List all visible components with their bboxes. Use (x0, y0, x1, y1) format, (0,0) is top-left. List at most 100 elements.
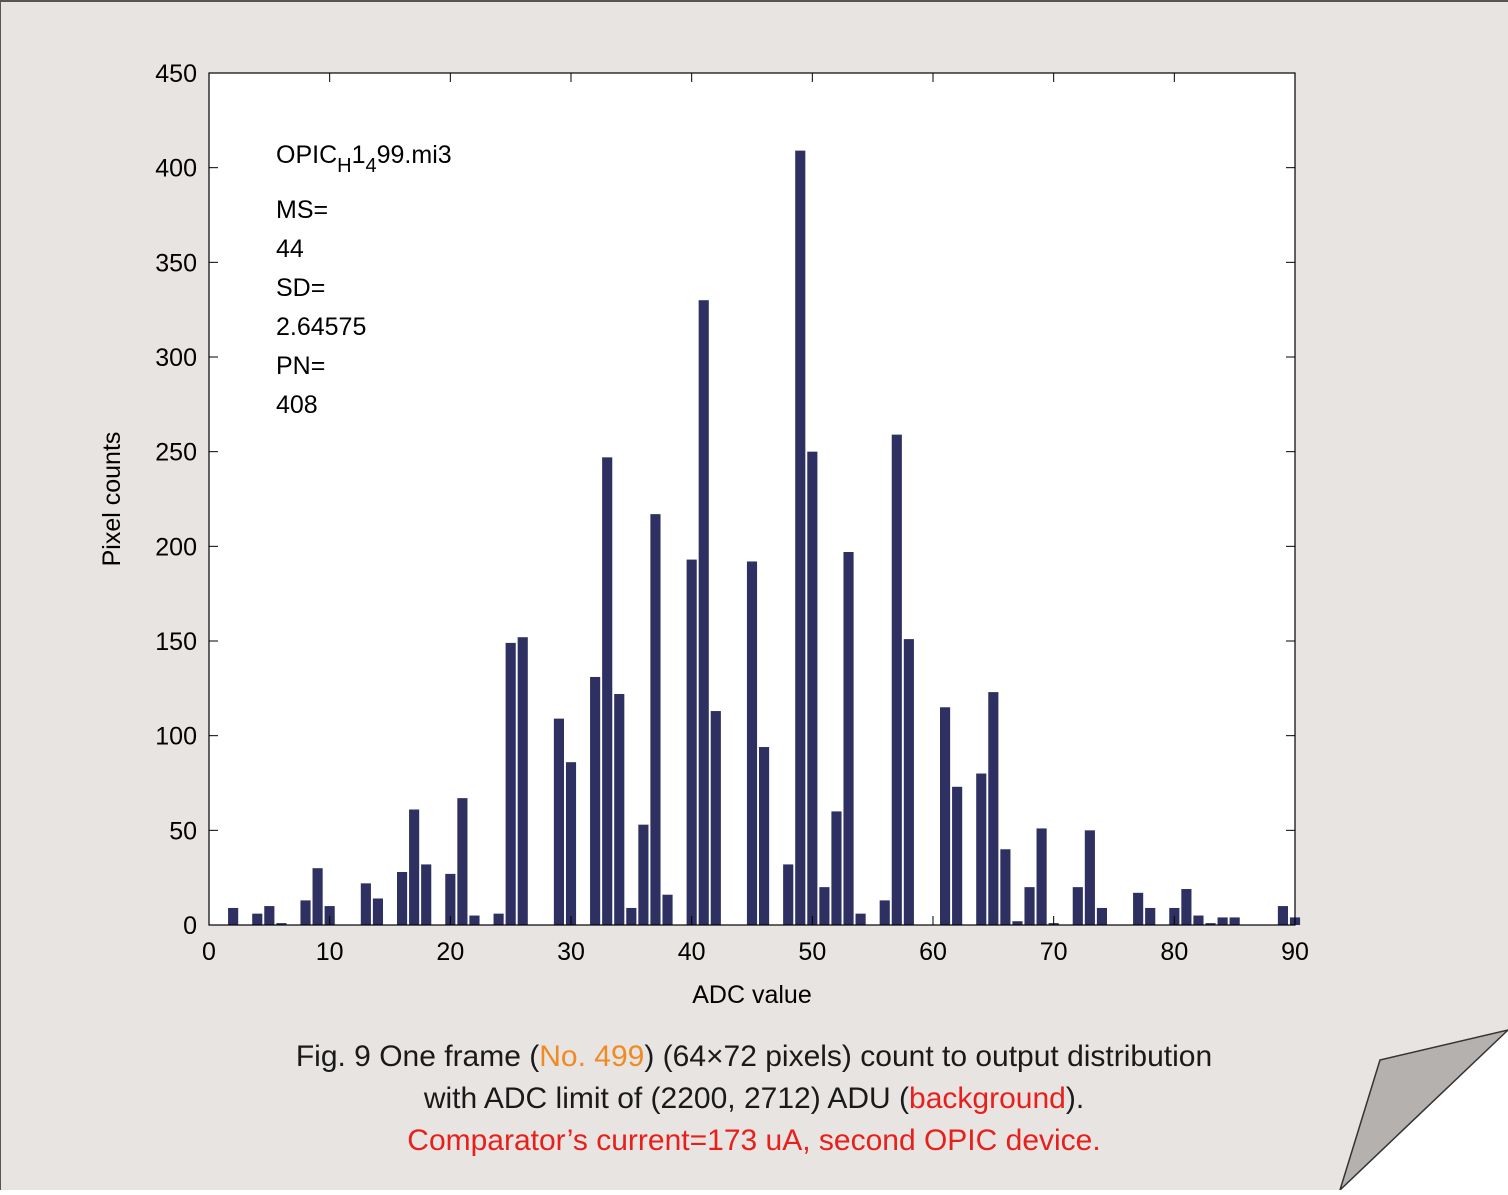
caption-part: Comparator’s current=173 uA, second OPIC… (407, 1124, 1100, 1157)
caption-line: with ADC limit of (2200, 2712) ADU (back… (423, 1082, 1084, 1115)
y-tick-label: 200 (155, 533, 197, 561)
bar (698, 300, 709, 925)
bar (831, 811, 842, 925)
bar (324, 906, 335, 925)
annotation-file: OPICH1499.mi3 (276, 141, 452, 177)
annotation-part: H (337, 155, 351, 177)
bar (602, 457, 613, 925)
bar (553, 718, 565, 925)
bar (517, 637, 528, 925)
bar (903, 639, 914, 925)
bar (493, 913, 504, 925)
bar (252, 913, 263, 925)
caption-part: No. 499 (539, 1040, 644, 1073)
bar (843, 552, 854, 925)
bar (988, 692, 999, 925)
x-tick-label: 40 (678, 938, 706, 966)
caption-part: background (909, 1082, 1066, 1115)
y-tick-label: 0 (183, 912, 197, 940)
y-tick-label: 400 (155, 155, 197, 183)
bar (855, 913, 866, 925)
bar (638, 824, 649, 925)
y-tick-label: 100 (155, 723, 197, 751)
bar (228, 907, 239, 925)
bar (1217, 917, 1228, 925)
annotation-line: SD= (276, 274, 325, 302)
y-tick-label: 350 (155, 249, 197, 277)
y-axis-label: Pixel counts (98, 432, 126, 567)
bar (650, 514, 661, 925)
annotation-line: 44 (276, 235, 304, 263)
y-tick-label: 300 (155, 344, 197, 372)
x-tick-label: 0 (202, 938, 216, 966)
page-curl (1338, 1029, 1508, 1193)
x-tick-label: 70 (1040, 938, 1068, 966)
y-tick-label: 50 (169, 817, 197, 845)
bar (1193, 915, 1204, 925)
bar (1181, 889, 1192, 925)
bar (819, 887, 830, 925)
x-tick-label: 60 (919, 938, 947, 966)
bar (976, 773, 987, 925)
bar (469, 915, 480, 925)
caption-line: Comparator’s current=173 uA, second OPIC… (407, 1124, 1100, 1157)
bar (891, 434, 902, 925)
bar (409, 809, 420, 925)
caption-part: ) (64×72 pixels) count to output distrib… (644, 1040, 1212, 1073)
annotation-part: 1 (352, 141, 366, 169)
bar (879, 900, 890, 925)
bar (939, 707, 951, 925)
bar (565, 762, 577, 925)
bar (276, 923, 287, 925)
bar (372, 898, 384, 925)
bar (360, 883, 371, 925)
bar (1096, 907, 1108, 925)
bar (758, 747, 770, 925)
bar (783, 864, 794, 925)
x-tick-label: 20 (436, 938, 464, 966)
bar (952, 786, 963, 925)
bar (710, 711, 721, 925)
annotation-line: 2.64575 (276, 313, 366, 341)
x-tick-label: 50 (798, 938, 826, 966)
bar (457, 798, 468, 925)
bar (505, 642, 516, 925)
annotation-line: 408 (276, 391, 318, 419)
caption-part: ). (1066, 1082, 1084, 1115)
x-tick-label: 90 (1281, 938, 1309, 966)
bar (312, 868, 323, 925)
bar (1024, 887, 1035, 925)
bar (1277, 906, 1289, 925)
x-axis-label: ADC value (692, 981, 812, 1009)
plot-border (208, 72, 1296, 926)
caption-part: Fig. 9 One frame ( (296, 1040, 539, 1073)
y-tick-label: 150 (155, 628, 197, 656)
x-tick-label: 10 (316, 938, 344, 966)
bar (662, 894, 673, 925)
y-tick-label: 250 (155, 439, 197, 467)
bar (1229, 917, 1240, 925)
bar (807, 451, 818, 925)
bar (264, 906, 275, 925)
bar (590, 676, 601, 925)
caption-part: with ADC limit of (2200, 2712) ADU ( (423, 1082, 909, 1115)
bar (746, 561, 758, 925)
bar (1205, 923, 1216, 925)
bar (1036, 828, 1047, 925)
bar (1133, 892, 1144, 925)
annotation-line: PN= (276, 352, 325, 380)
annotation-part: 99.mi3 (377, 141, 452, 169)
bar (421, 864, 432, 925)
bar (626, 907, 637, 925)
bar (445, 873, 456, 925)
bar (1072, 887, 1083, 925)
bar (1012, 921, 1023, 925)
bar (396, 871, 408, 925)
bar (686, 559, 697, 925)
bar (300, 900, 311, 925)
annotation-line: MS= (276, 196, 328, 224)
bar (1084, 830, 1095, 925)
y-tick-label: 450 (155, 60, 197, 88)
caption-line: Fig. 9 One frame (No. 499) (64×72 pixels… (296, 1040, 1212, 1073)
